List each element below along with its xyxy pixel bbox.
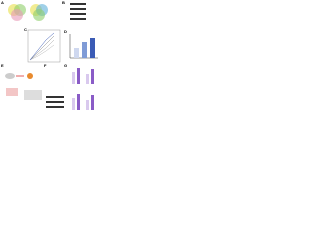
bar: [91, 95, 94, 110]
organ-icon: [27, 73, 33, 79]
panel-label: E: [1, 63, 4, 68]
bar: [91, 69, 94, 84]
line: [29, 44, 55, 61]
figure: A B C D E F G: [1, 0, 98, 110]
bar: [72, 72, 75, 84]
venn-circle: [33, 9, 45, 21]
bar: [74, 48, 79, 58]
tube-icon: [6, 88, 18, 96]
bar-charts: [72, 68, 94, 110]
panel-label: C: [24, 27, 27, 32]
panel-box: [24, 90, 42, 100]
line: [29, 39, 55, 61]
plot-frame: [27, 29, 61, 63]
venn-diagrams: [8, 4, 48, 21]
blot-band: [70, 3, 86, 5]
mouse-icon: [5, 73, 15, 79]
panel-label: F: [44, 63, 47, 68]
blot-band: [46, 106, 64, 108]
panel-label: B: [62, 0, 65, 5]
line: [29, 35, 55, 61]
venn-circle: [11, 9, 23, 21]
dot-bar-chart: [69, 34, 98, 59]
line: [29, 32, 55, 61]
bar: [86, 74, 89, 84]
bar: [72, 98, 75, 110]
western-blot: [46, 96, 64, 108]
schematic: [5, 73, 42, 100]
blot-band: [46, 96, 64, 98]
line-chart: [27, 29, 61, 63]
bar: [82, 42, 87, 58]
panel-label: G: [64, 63, 67, 68]
bar: [77, 94, 80, 110]
bar: [77, 68, 80, 84]
bar: [86, 100, 89, 110]
blot-band: [70, 13, 86, 15]
panel-label: D: [64, 29, 67, 34]
bar: [90, 38, 95, 58]
blot-band: [46, 101, 64, 103]
blot-band: [70, 18, 86, 20]
panel-label: A: [1, 0, 4, 5]
western-blot: [70, 3, 86, 20]
blot-band: [70, 8, 86, 10]
